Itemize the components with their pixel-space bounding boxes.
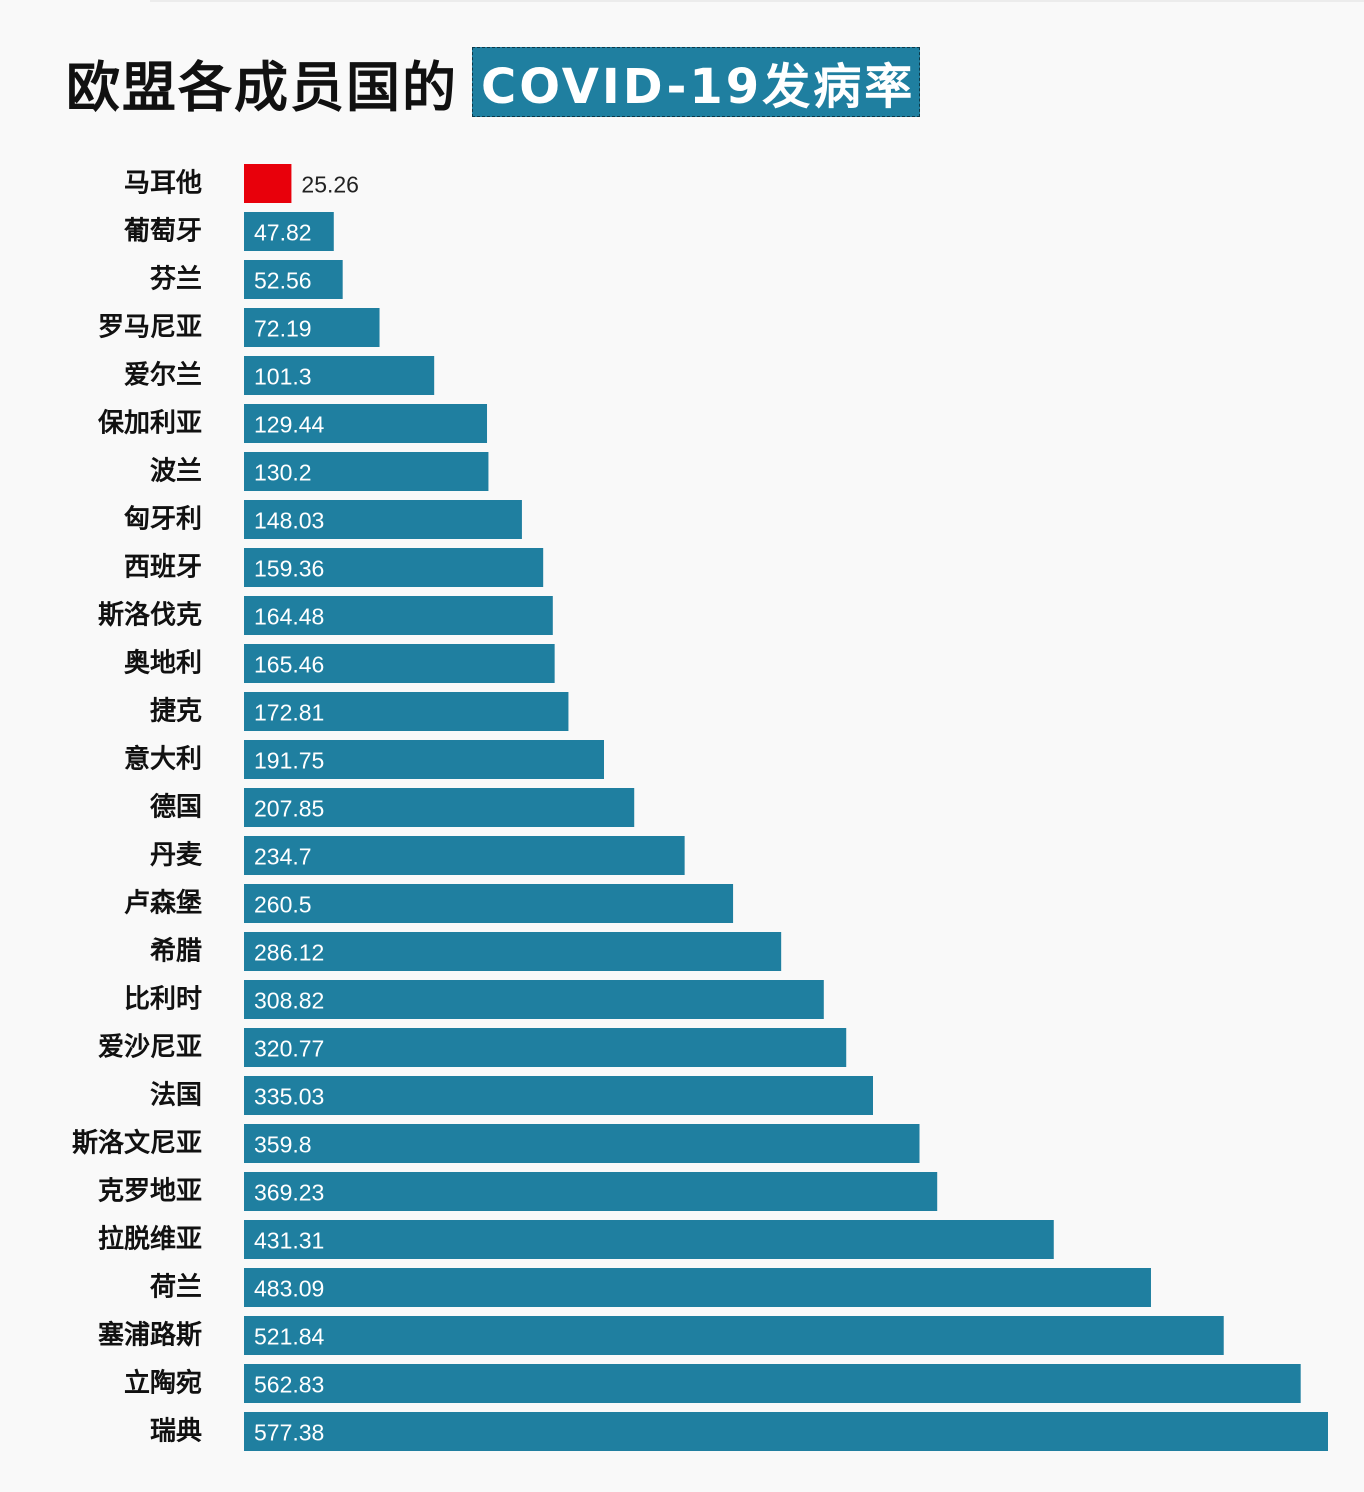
value-label: 260.5 xyxy=(254,892,312,918)
value-label: 369.23 xyxy=(254,1180,324,1206)
bar xyxy=(244,1172,938,1211)
bar xyxy=(244,1412,1328,1451)
category-label: 葡萄牙 xyxy=(124,217,202,247)
bar xyxy=(244,452,489,491)
top-divider xyxy=(150,0,1364,2)
category-label: 希腊 xyxy=(150,936,202,967)
category-label: 德国 xyxy=(150,793,202,823)
value-label: 191.75 xyxy=(254,748,324,774)
value-label: 47.82 xyxy=(254,220,312,246)
value-label: 234.7 xyxy=(254,844,312,870)
category-label: 斯洛文尼亚 xyxy=(72,1128,202,1159)
category-label: 奥地利 xyxy=(124,648,202,679)
value-label: 130.2 xyxy=(254,460,312,486)
bar xyxy=(244,932,782,971)
category-label: 波兰 xyxy=(150,457,202,487)
bar xyxy=(244,1364,1301,1403)
bar xyxy=(244,596,553,635)
bar xyxy=(244,404,488,443)
value-label: 359.8 xyxy=(254,1132,312,1158)
bar xyxy=(244,1268,1151,1307)
category-label: 西班牙 xyxy=(124,553,202,583)
bar xyxy=(244,500,522,539)
bar xyxy=(244,548,544,587)
value-label: 164.48 xyxy=(254,604,324,630)
value-label: 172.81 xyxy=(254,700,324,726)
bar xyxy=(244,884,734,923)
category-label: 保加利亚 xyxy=(97,409,202,439)
category-label: 瑞典 xyxy=(150,1417,202,1447)
bar xyxy=(244,1316,1224,1355)
value-label: 431.31 xyxy=(254,1228,324,1254)
category-label: 克罗地亚 xyxy=(98,1177,202,1207)
value-label: 165.46 xyxy=(254,652,324,678)
category-label: 匈牙利 xyxy=(124,505,202,535)
category-label: 比利时 xyxy=(124,985,202,1015)
bar xyxy=(244,836,685,875)
bar xyxy=(244,788,635,827)
bar xyxy=(244,260,343,299)
bar xyxy=(244,1076,874,1115)
bar xyxy=(244,356,435,395)
value-label: 308.82 xyxy=(254,988,324,1014)
bar xyxy=(244,980,824,1019)
bar xyxy=(244,692,569,731)
value-label: 25.26 xyxy=(301,172,359,198)
category-label: 斯洛伐克 xyxy=(98,600,202,631)
bar xyxy=(244,740,605,779)
chart-title-main: 欧盟各成员国的 xyxy=(66,55,458,119)
bar xyxy=(244,1124,920,1163)
bar xyxy=(244,1220,1054,1259)
value-label: 320.77 xyxy=(254,1036,324,1062)
value-label: 148.03 xyxy=(254,508,324,534)
chart-title-highlight: COVID-19发病率 xyxy=(472,47,920,117)
value-label: 159.36 xyxy=(254,556,324,582)
bar xyxy=(244,1028,847,1067)
category-label: 法国 xyxy=(150,1081,202,1111)
category-label: 爱沙尼亚 xyxy=(98,1033,202,1063)
bar xyxy=(244,644,555,683)
value-label: 101.3 xyxy=(254,364,312,390)
category-label: 卢森堡 xyxy=(124,888,202,919)
category-label: 芬兰 xyxy=(150,265,202,295)
value-label: 483.09 xyxy=(254,1276,324,1302)
category-label: 荷兰 xyxy=(150,1273,202,1303)
value-label: 577.38 xyxy=(254,1420,324,1446)
value-label: 52.56 xyxy=(254,268,312,294)
value-label: 335.03 xyxy=(254,1084,324,1110)
value-label: 521.84 xyxy=(254,1324,325,1350)
category-label: 丹麦 xyxy=(150,841,203,871)
bar xyxy=(244,164,292,203)
category-label: 拉脱维亚 xyxy=(98,1224,202,1255)
category-label: 立陶宛 xyxy=(124,1368,202,1399)
category-label: 马耳他 xyxy=(124,169,202,199)
category-label: 爱尔兰 xyxy=(124,360,202,391)
bar xyxy=(244,212,334,251)
category-label: 意大利 xyxy=(124,744,202,775)
bar xyxy=(244,308,380,347)
category-label: 捷克 xyxy=(150,697,202,727)
value-label: 72.19 xyxy=(254,316,312,342)
value-label: 286.12 xyxy=(254,940,324,966)
value-label: 562.83 xyxy=(254,1372,324,1398)
category-label: 罗马尼亚 xyxy=(98,313,202,343)
value-label: 129.44 xyxy=(254,412,325,438)
category-label: 塞浦路斯 xyxy=(98,1320,202,1351)
chart-title: 欧盟各成员国的 COVID-19发病率 xyxy=(66,46,920,119)
value-label: 207.85 xyxy=(254,796,324,822)
